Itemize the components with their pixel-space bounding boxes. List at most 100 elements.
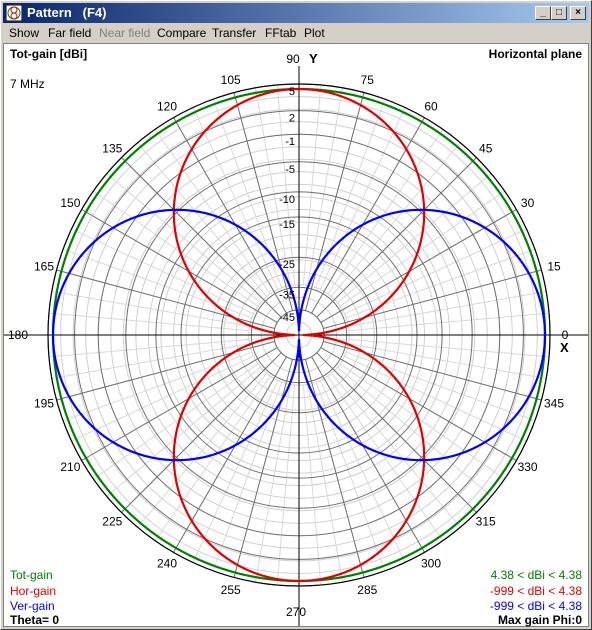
plot-area: 15 30 45 60 75 105 120 135 150 165 195 210 225 240 255… (3, 43, 589, 627)
grid-spoke (316, 352, 477, 513)
grid-spoke (233, 92, 293, 311)
theta-label: Theta= 0 (10, 613, 60, 627)
grid-spoke (121, 157, 282, 318)
grid-spoke-fine (254, 384, 291, 583)
menu-plot[interactable]: Plot (304, 26, 325, 40)
grid-spoke-fine (315, 98, 386, 288)
ver-gain-curve (51, 208, 547, 462)
grid-spoke (316, 157, 477, 318)
grid-spoke (305, 359, 365, 578)
angle-label: 315 (476, 515, 496, 529)
angle-label: 165 (34, 260, 54, 274)
grid-spoke-fine (137, 373, 268, 528)
grid-spoke-fine (337, 173, 492, 304)
radial-label: 2 (289, 113, 295, 125)
y-axis-label: Y (309, 51, 318, 66)
grid-spoke-fine (330, 373, 461, 528)
angle-label: 240 (157, 557, 177, 571)
window-title: Pattern (F4) (27, 5, 107, 20)
radial-label: -25 (279, 259, 295, 271)
grid-spoke-fine (254, 87, 291, 286)
angle-label: 15 (547, 260, 561, 274)
x-axis-label: X (560, 340, 569, 355)
grid-spoke-fine (348, 312, 550, 332)
radial-label: -5 (285, 164, 295, 176)
grid-spoke (305, 92, 365, 311)
polar-chart: 15 30 45 60 75 105 120 135 150 165 195 210 225 240 255… (4, 51, 588, 626)
close-button[interactable]: × (570, 6, 586, 20)
angle-label: 60 (424, 99, 438, 113)
angle-label: 195 (34, 396, 54, 410)
grid-spoke-fine (71, 228, 254, 315)
grid-spoke-fine (62, 248, 252, 319)
grid-spoke-fine (346, 351, 536, 422)
grid-spoke-fine (337, 366, 492, 497)
hor-gain-curve (172, 87, 426, 583)
grid-spoke-fine (154, 375, 271, 541)
grid-spoke (121, 352, 282, 513)
angle-label: 105 (221, 73, 241, 87)
radial-label: -15 (279, 219, 295, 231)
grid-spoke-fine (93, 190, 259, 307)
grid-spoke-fine (192, 107, 279, 290)
radial-label: -45 (279, 312, 295, 324)
grid-spoke (323, 269, 542, 329)
angle-label: 30 (521, 196, 535, 210)
angle-label: 345 (544, 396, 564, 410)
minimize-button[interactable]: _ (535, 6, 551, 20)
menu-transfer[interactable]: Transfer (212, 26, 257, 40)
grid-spoke-fine (48, 312, 250, 332)
menu-compare[interactable]: Compare (157, 26, 207, 40)
legend-hor-range: -999 < dBi < 4.38 (489, 584, 582, 598)
menu-show[interactable]: Show (9, 26, 40, 40)
grid-spoke (56, 341, 275, 401)
gain-label: Tot-gain [dBi] (10, 47, 88, 61)
legend-tot-name: Tot-gain (10, 568, 53, 582)
angle-label: 225 (102, 515, 122, 529)
grid-spoke-fine (315, 382, 386, 572)
grid-spoke-fine (327, 375, 444, 541)
grid-spoke-fine (344, 228, 527, 315)
angle-label: 270 (286, 605, 306, 619)
legend-ver-name: Ver-gain (10, 599, 55, 613)
grid-spoke-fine (71, 355, 254, 442)
grid-spoke-fine (93, 363, 259, 480)
grid-spoke-fine (212, 98, 283, 288)
menu-far-field[interactable]: Far field (48, 26, 92, 40)
angle-label: 135 (102, 141, 122, 155)
radial-label: -1 (285, 136, 295, 148)
grid-spoke-fine (51, 290, 250, 327)
grid-spoke-fine (137, 142, 268, 297)
grid-spoke-fine (339, 190, 505, 307)
maximize-button[interactable]: □ (551, 6, 567, 20)
title-bar[interactable]: Pattern (F4) _ □ × (3, 3, 589, 23)
grid-spoke (323, 341, 542, 401)
grid-spoke-fine (302, 384, 322, 586)
grid-spoke-fine (212, 382, 283, 572)
grid-spoke-fine (62, 351, 252, 422)
angle-label: 0 (562, 328, 569, 342)
radial-label: -10 (279, 194, 295, 206)
grid-spoke-fine (339, 363, 505, 480)
grid-spoke-fine (276, 384, 296, 586)
grid-spoke-fine (348, 343, 547, 380)
grid-spoke-fine (348, 290, 547, 327)
grid-spoke-fine (106, 366, 261, 497)
frequency-label: 7 MHz (10, 77, 45, 91)
legend-tot-range: 4.38 < dBi < 4.38 (490, 568, 582, 582)
app-icon (6, 5, 22, 21)
grid-spoke (56, 269, 275, 329)
angle-label: 285 (357, 583, 377, 597)
grid-spoke-fine (106, 173, 261, 304)
menu-bar: Show Far field Near field Compare Transf… (3, 24, 589, 42)
radial-label: -35 (279, 289, 295, 301)
angle-label: 255 (221, 583, 241, 597)
angle-label: 300 (421, 557, 441, 571)
grid-spoke-fine (192, 380, 279, 563)
grid-spoke-fine (48, 338, 250, 358)
menu-near-field[interactable]: Near field (99, 26, 151, 40)
angle-label: 150 (60, 196, 80, 210)
grid-spoke-fine (319, 107, 406, 290)
menu-fftab[interactable]: FFtab (265, 26, 297, 40)
